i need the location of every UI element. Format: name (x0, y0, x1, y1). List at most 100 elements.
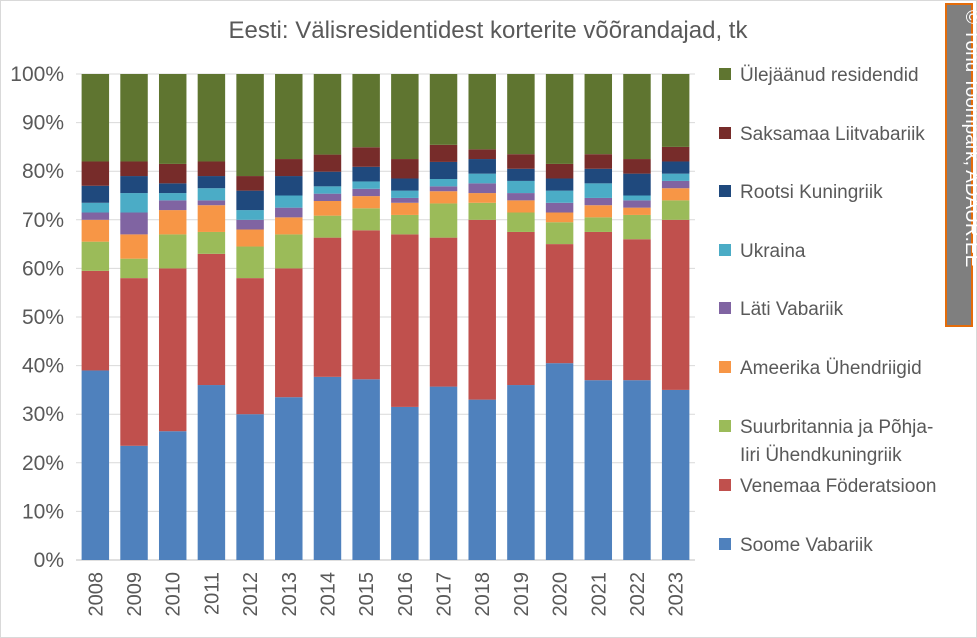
bar-segment (236, 176, 264, 191)
bar-segment (584, 183, 613, 198)
bar-segment (313, 154, 342, 172)
legend-item: Rootsi Kuningriik (719, 182, 883, 203)
bar-segment (275, 207, 303, 218)
bar-segment (197, 200, 226, 206)
bar-segment (584, 154, 613, 169)
legend-swatch (719, 185, 731, 197)
bar-stack-2019 (507, 74, 535, 560)
bar-segment (197, 176, 226, 189)
legend: Ülejäänud residendid Saksamaa Liitvabarii… (719, 65, 936, 556)
bar-segment (661, 200, 690, 220)
legend-item: Ukraina (719, 241, 806, 262)
legend-item: Saksamaa Liitvabariik (719, 124, 925, 145)
bar-stack-2021 (584, 74, 613, 560)
bar-segment (468, 183, 496, 194)
legend-swatch (719, 302, 731, 314)
bar-segment (584, 205, 613, 218)
legend-item: Läti Vabariik (719, 299, 844, 320)
bar-segment (236, 74, 264, 177)
bar-segment (391, 159, 419, 179)
credit-background (945, 3, 973, 327)
bar-segment (197, 385, 226, 560)
bar-segment (661, 74, 690, 147)
bar-segment (158, 163, 187, 184)
x-tick-label: 2021 (588, 572, 610, 617)
bar-stack-2020 (545, 74, 574, 560)
bar-segment (507, 231, 535, 386)
bar-segment (275, 195, 303, 208)
bar-segment (391, 197, 419, 203)
bar-segment (623, 207, 651, 215)
bar-segment (81, 161, 110, 186)
bar-stack-2013 (275, 74, 303, 560)
bar-segment (275, 268, 303, 398)
bar-segment (313, 74, 342, 155)
legend-item: Ameerika Ühendriigid (719, 358, 922, 379)
bar-segment (468, 173, 496, 184)
legend-label: Ameerika Ühendriigid (740, 358, 922, 379)
bar-segment (236, 190, 264, 211)
bar-segment (545, 74, 574, 164)
legend-item: Ülejäänud residendid (719, 65, 919, 86)
bar-segment (120, 193, 148, 213)
bar-segment (275, 74, 303, 160)
bar-segment (623, 239, 651, 381)
bar-stack-2017 (429, 74, 458, 560)
x-tick-label: 2014 (317, 572, 339, 617)
bar-segment (352, 230, 380, 380)
bar-segment (313, 171, 342, 187)
bar-segment (661, 389, 690, 560)
x-tick-label: 2023 (666, 572, 688, 617)
bar-segment (158, 74, 187, 164)
bar-segment (158, 234, 187, 269)
bar-segment (661, 188, 690, 201)
legend-item: Suurbritannia ja Põhja- Iiri Ühendkuningr… (719, 417, 933, 466)
legend-label: Venemaa Föderatsioon (740, 476, 936, 497)
bar-segment (584, 380, 613, 560)
bar-segment (507, 212, 535, 232)
bar-segment (197, 74, 226, 162)
x-tick-label: 2010 (163, 572, 185, 617)
bar-segment (313, 193, 342, 201)
bar-segment (158, 200, 187, 211)
bar-segment (352, 166, 380, 182)
bar-segment (81, 202, 110, 213)
bar-segment (313, 376, 342, 560)
bar-segment (197, 231, 226, 254)
bar-segment (545, 222, 574, 245)
bar-segment (391, 190, 419, 198)
legend-label: Rootsi Kuningriik (740, 182, 883, 203)
legend-swatch (719, 68, 731, 80)
y-tick-label: 90% (22, 112, 64, 135)
bars (81, 74, 690, 560)
bar-segment (158, 431, 187, 560)
bar-stack-2008 (81, 74, 110, 560)
bar-segment (545, 363, 574, 560)
bar-segment (507, 74, 535, 155)
legend-swatch (719, 479, 731, 491)
legend-label: Ülejäänud residendid (740, 65, 919, 86)
bar-stack-2016 (391, 74, 419, 560)
bar-segment (120, 234, 148, 259)
bar-segment (623, 195, 651, 201)
bar-segment (236, 278, 264, 415)
bar-segment (584, 74, 613, 155)
bar-segment (391, 214, 419, 235)
bar-segment (468, 159, 496, 174)
x-tick-label: 2022 (627, 572, 649, 617)
bar-segment (507, 180, 535, 194)
bar-segment (236, 219, 264, 230)
y-tick-label: 100% (10, 63, 64, 86)
bar-segment (275, 176, 303, 196)
credit-text: © Tõnu Toompark, ADAUR.EE (961, 10, 977, 267)
bar-segment (623, 200, 651, 208)
bar-segment (623, 159, 651, 174)
bar-stack-2022 (623, 74, 651, 560)
bar-segment (468, 149, 496, 160)
x-tick-label: 2008 (85, 572, 107, 617)
y-tick-label: 0% (34, 549, 64, 572)
x-tick-label: 2016 (395, 572, 417, 617)
x-axis: 2008 2009 2010 2011 2012 2013 2014 2015 2016 2017… (85, 572, 687, 617)
x-tick-label: 2012 (240, 572, 262, 617)
